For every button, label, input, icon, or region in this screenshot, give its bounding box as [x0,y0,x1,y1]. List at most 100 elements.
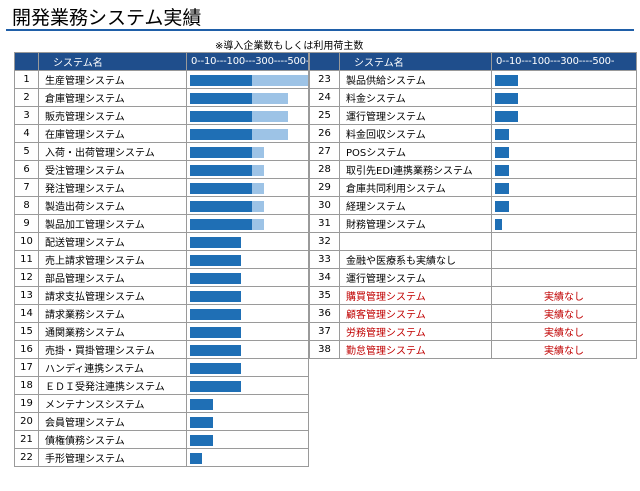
table-row: 25 運行管理システム [309,106,637,125]
usage-bar-extended [252,183,264,194]
system-name: 発注管理システム [38,178,187,197]
table-row: 17 ハンディ連携システム [14,358,309,377]
row-number: 27 [309,142,340,161]
system-name: 運行管理システム [339,106,492,125]
row-number: 18 [14,376,39,395]
system-name: 売上請求管理システム [38,250,187,269]
usage-bar-cell [186,142,309,161]
usage-bar-extended [252,165,264,176]
usage-bar-primary [495,75,518,86]
table-row: 26 料金回収システム [309,124,637,143]
usage-bar-cell [491,88,637,107]
row-number: 28 [309,160,340,179]
page-title: 開発業務システム実績 [12,7,202,29]
system-name: 取引先EDI連携業務システム [339,160,492,179]
row-number: 30 [309,196,340,215]
system-name: 金融や医療系も実績なし [339,250,492,269]
system-name: 購買管理システム [339,286,492,305]
usage-bar-cell [186,394,309,413]
usage-bar-cell [491,214,637,233]
left-header-row: システム名 0--10---100---300----500- [14,52,309,71]
usage-bar-primary [190,453,202,464]
table-row: 36 顧客管理システム 実績なし [309,304,637,323]
usage-bar-cell [186,286,309,305]
usage-bar-cell [186,178,309,197]
usage-bar-primary [190,93,252,104]
table-row: 3 販売管理システム [14,106,309,125]
left-table-body: 1 生産管理システム 2 倉庫管理システム 3 販売管理システム 4 在庫管理システム 5 入荷・… [14,70,309,467]
row-number: 13 [14,286,39,305]
usage-bar-primary [495,201,509,212]
row-number: 32 [309,232,340,251]
usage-bar-cell [186,358,309,377]
row-number: 4 [14,124,39,143]
usage-bar-cell [491,268,637,287]
usage-bar-primary [190,327,241,338]
table-row: 1 生産管理システム [14,70,309,89]
row-number: 33 [309,250,340,269]
system-name: メンテナンスシステム [38,394,187,413]
usage-bar-cell [186,250,309,269]
system-name: 生産管理システム [38,70,187,89]
usage-bar-primary [495,129,509,140]
usage-bar-cell [491,160,637,179]
usage-bar-cell [491,124,637,143]
usage-bar-primary [190,111,252,122]
usage-bar-primary [190,309,241,320]
table-note: ※導入企業数もしくは利用荷主数 [215,41,364,52]
usage-bar-primary [190,291,241,302]
usage-bar-cell [186,88,309,107]
usage-bar-cell [186,412,309,431]
no-result-status: 実績なし [491,286,637,305]
table-row: 28 取引先EDI連携業務システム [309,160,637,179]
title-underline [6,29,634,31]
usage-bar-primary [190,75,252,86]
usage-bar-cell [186,70,309,89]
table-row: 5 入荷・出荷管理システム [14,142,309,161]
usage-bar-primary [190,417,213,428]
header-system-name: システム名 [339,52,492,71]
row-number: 22 [14,448,39,467]
system-name: ハンディ連携システム [38,358,187,377]
right-table-body: 23 製品供給システム 24 料金システム 25 運行管理システム 26 料金回収システム 27… [309,70,637,359]
row-number: 11 [14,250,39,269]
row-number: 37 [309,322,340,341]
system-name: POSシステム [339,142,492,161]
row-number: 17 [14,358,39,377]
table-row: 34 運行管理システム [309,268,637,287]
usage-bar-primary [190,435,213,446]
header-scale: 0--10---100---300----500- [491,52,637,71]
row-number: 14 [14,304,39,323]
usage-bar-extended [252,147,264,158]
row-number: 24 [309,88,340,107]
table-row: 37 労務管理システム 実績なし [309,322,637,341]
row-number: 21 [14,430,39,449]
usage-bar-primary [495,183,509,194]
row-number: 7 [14,178,39,197]
row-number: 1 [14,70,39,89]
usage-bar-extended [252,201,264,212]
table-row: 2 倉庫管理システム [14,88,309,107]
system-name: 会員管理システム [38,412,187,431]
usage-bar-cell [491,70,637,89]
usage-bar-cell [186,214,309,233]
usage-bar-primary [190,165,252,176]
system-name: 運行管理システム [339,268,492,287]
usage-bar-primary [190,237,241,248]
row-number: 25 [309,106,340,125]
header-no-cell [14,52,39,71]
usage-bar-cell [186,340,309,359]
system-name: 製造出荷システム [38,196,187,215]
system-name: 顧客管理システム [339,304,492,323]
row-number: 5 [14,142,39,161]
usage-bar-cell [186,232,309,251]
usage-bar-cell [491,106,637,125]
system-name: 製品供給システム [339,70,492,89]
system-name: 手形管理システム [38,448,187,467]
system-name: 配送管理システム [38,232,187,251]
system-name: 債権債務システム [38,430,187,449]
row-number: 10 [14,232,39,251]
no-result-status: 実績なし [491,304,637,323]
right-system-table: システム名 0--10---100---300----500- 23 製品供給シス… [309,52,637,359]
table-row: 4 在庫管理システム [14,124,309,143]
